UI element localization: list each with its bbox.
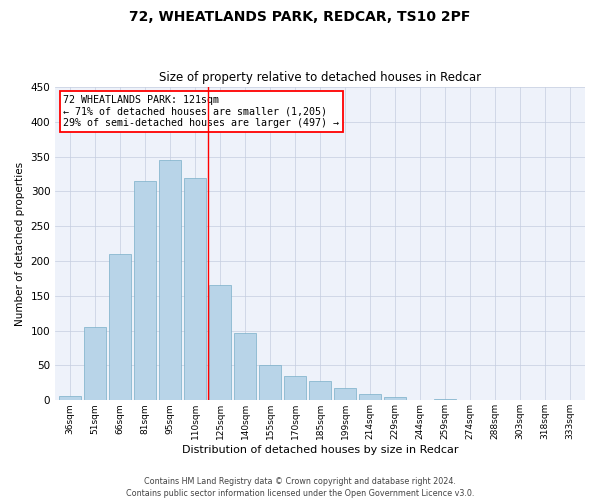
- X-axis label: Distribution of detached houses by size in Redcar: Distribution of detached houses by size …: [182, 445, 458, 455]
- Y-axis label: Number of detached properties: Number of detached properties: [15, 162, 25, 326]
- Bar: [334, 388, 356, 400]
- Text: 72, WHEATLANDS PARK, REDCAR, TS10 2PF: 72, WHEATLANDS PARK, REDCAR, TS10 2PF: [130, 10, 470, 24]
- Text: Contains HM Land Registry data © Crown copyright and database right 2024.
Contai: Contains HM Land Registry data © Crown c…: [126, 476, 474, 498]
- Bar: [234, 333, 256, 400]
- Bar: [309, 382, 331, 400]
- Bar: [359, 394, 382, 400]
- Bar: [184, 178, 206, 400]
- Title: Size of property relative to detached houses in Redcar: Size of property relative to detached ho…: [159, 72, 481, 85]
- Bar: [209, 286, 232, 401]
- Bar: [434, 399, 456, 400]
- Bar: [159, 160, 181, 400]
- Bar: [109, 254, 131, 400]
- Bar: [384, 397, 406, 400]
- Text: 72 WHEATLANDS PARK: 121sqm
← 71% of detached houses are smaller (1,205)
29% of s: 72 WHEATLANDS PARK: 121sqm ← 71% of deta…: [63, 95, 339, 128]
- Bar: [84, 327, 106, 400]
- Bar: [59, 396, 82, 400]
- Bar: [134, 181, 157, 400]
- Bar: [284, 376, 307, 400]
- Bar: [259, 366, 281, 400]
